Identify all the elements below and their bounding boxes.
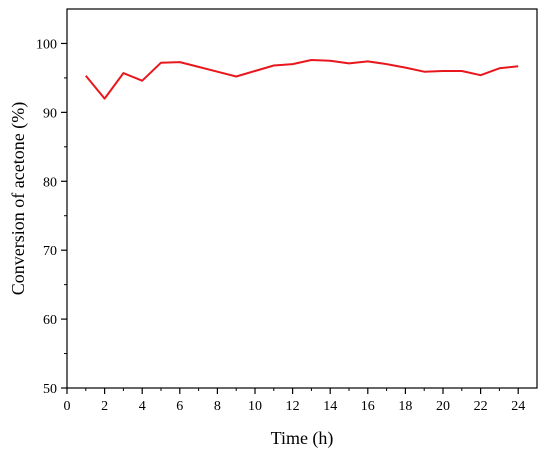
x-tick-label: 4 — [139, 399, 146, 414]
x-tick-label: 22 — [474, 399, 488, 414]
y-tick-label: 100 — [36, 37, 57, 52]
x-tick-label: 16 — [361, 399, 375, 414]
x-tick-label: 2 — [101, 399, 108, 414]
y-tick-label: 80 — [43, 175, 57, 190]
y-tick-label: 50 — [43, 382, 57, 397]
y-tick-label: 70 — [43, 244, 57, 259]
x-tick-label: 0 — [64, 399, 71, 414]
x-tick-label: 10 — [248, 399, 262, 414]
x-tick-label: 12 — [286, 399, 300, 414]
x-tick-label: 6 — [176, 399, 183, 414]
chart-series — [85, 59, 519, 100]
axis-ticks — [61, 42, 519, 394]
y-tick-label: 60 — [43, 313, 57, 328]
x-tick-label: 8 — [214, 399, 221, 414]
x-tick-label: 14 — [323, 399, 337, 414]
x-tick-label: 24 — [511, 399, 525, 414]
x-tick-label: 20 — [436, 399, 450, 414]
x-tick-label: 18 — [398, 399, 412, 414]
y-tick-label: 90 — [43, 106, 57, 121]
y-axis-label: Conversion of acetone (%) — [8, 102, 29, 295]
series-line — [85, 59, 519, 100]
plot-frame — [66, 8, 538, 389]
x-axis-label: Time (h) — [271, 428, 334, 449]
